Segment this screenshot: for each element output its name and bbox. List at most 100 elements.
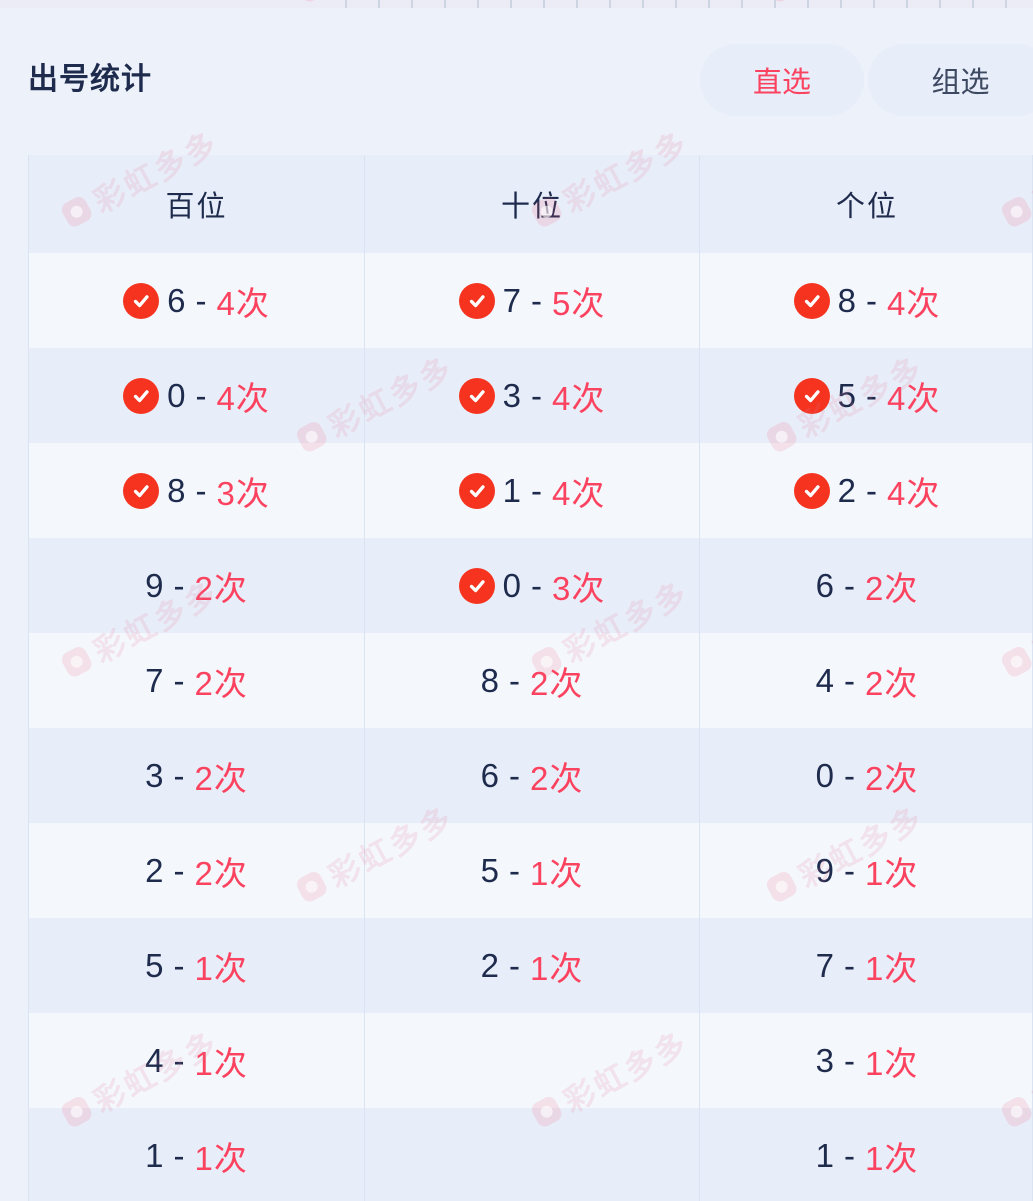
digit-value: 5	[837, 376, 856, 414]
separator: -	[844, 946, 855, 984]
stat-cell[interactable]: 1-1次	[699, 1108, 1033, 1201]
stat-cell[interactable]: 8-2次	[364, 633, 699, 728]
page-title: 出号统计	[28, 63, 152, 96]
column-header-0: 百位	[165, 191, 228, 223]
separator: -	[844, 756, 855, 794]
separator: -	[866, 376, 877, 414]
stat-cell[interactable]: 6-2次	[364, 728, 699, 823]
tab-direct-select[interactable]: 直选	[700, 44, 864, 116]
digit-value: 8	[167, 471, 186, 509]
checked-badge-icon	[458, 472, 495, 509]
table-row: 3-2次 6-2次 0-2次	[29, 728, 1032, 823]
stat-cell[interactable]: 3-2次	[29, 728, 364, 823]
top-edge-ticks	[345, 0, 1033, 8]
table-row: 1-1次 1-1次	[29, 1108, 1032, 1201]
table-row: 5-1次 2-1次 7-1次	[29, 918, 1032, 1013]
separator: -	[844, 1041, 855, 1079]
digit-value: 7	[815, 946, 834, 984]
stat-cell[interactable]: 2-2次	[29, 823, 364, 918]
tab-group-select[interactable]: 组选	[868, 44, 1033, 116]
stat-cell[interactable]: 7-5次	[364, 253, 699, 348]
count-value: 4次	[887, 474, 941, 512]
digit-value: 7	[502, 281, 521, 319]
digit-value: 3	[815, 1041, 834, 1079]
check-icon	[804, 294, 820, 307]
stat-cell[interactable]: 3-4次	[364, 348, 699, 443]
table-row: 0-4次 3-4次 5-4次	[29, 348, 1032, 443]
stat-cell[interactable]: 0-4次	[29, 348, 364, 443]
check-icon	[804, 389, 820, 402]
count-value: 5次	[552, 284, 606, 322]
digit-value: 1	[502, 471, 521, 509]
table-row: 6-4次 7-5次 8-4次	[29, 253, 1032, 348]
digit-value: 8	[837, 281, 856, 319]
separator: -	[866, 471, 877, 509]
separator: -	[173, 851, 185, 889]
stat-cell[interactable]: 7-2次	[29, 633, 364, 728]
stat-cell[interactable]: 5-1次	[364, 823, 699, 918]
stat-cell[interactable]: 0-2次	[699, 728, 1033, 823]
count-value: 2次	[530, 664, 584, 702]
check-icon	[469, 389, 485, 402]
checked-badge-icon	[458, 567, 495, 604]
count-value: 1次	[194, 949, 248, 987]
stat-cell[interactable]: 6-4次	[29, 253, 364, 348]
count-value: 4次	[552, 474, 606, 512]
separator: -	[866, 281, 877, 319]
separator: -	[844, 566, 855, 604]
stat-cell[interactable]: 6-2次	[699, 538, 1033, 633]
count-value: 4次	[216, 379, 270, 417]
count-value: 1次	[865, 1139, 919, 1177]
stat-cell[interactable]: 2-4次	[699, 443, 1033, 538]
stat-cell[interactable]: 1-1次	[29, 1108, 364, 1201]
table-row: 4-1次 3-1次	[29, 1013, 1032, 1108]
stat-cell[interactable]: 9-1次	[699, 823, 1033, 918]
digit-value: 7	[145, 661, 164, 699]
count-value: 1次	[194, 1044, 248, 1082]
stat-cell[interactable]: 0-3次	[364, 538, 699, 633]
checked-badge-icon	[793, 472, 830, 509]
count-value: 4次	[552, 379, 606, 417]
count-value: 1次	[865, 854, 919, 892]
stat-cell[interactable]: 8-3次	[29, 443, 364, 538]
table-row: 8-3次 1-4次 2-4次	[29, 443, 1032, 538]
count-value: 4次	[216, 284, 270, 322]
stat-cell[interactable]: 3-1次	[699, 1013, 1033, 1108]
stat-cell[interactable]: 2-1次	[364, 918, 699, 1013]
digit-value: 2	[145, 851, 164, 889]
stat-cell[interactable]: 1-4次	[364, 443, 699, 538]
separator: -	[509, 946, 520, 984]
separator: -	[195, 281, 207, 319]
digit-value: 2	[480, 946, 499, 984]
stat-cell[interactable]: 8-4次	[699, 253, 1033, 348]
check-icon	[469, 579, 485, 592]
digit-value: 4	[145, 1041, 164, 1079]
digit-value: 1	[145, 1136, 164, 1174]
digit-value: 0	[502, 566, 521, 604]
top-edge-strip	[0, 0, 1033, 8]
stat-cell[interactable]: 9-2次	[29, 538, 364, 633]
stat-cell[interactable]: 5-1次	[29, 918, 364, 1013]
separator: -	[509, 661, 520, 699]
digit-value: 9	[145, 566, 164, 604]
stats-table: 百位 十位 个位 6-4次 7-5次 8-4次 0-4次 3-4次 5-4次 8-3次 1-4次 2…	[28, 155, 1033, 1201]
stat-cell[interactable]: 7-1次	[699, 918, 1033, 1013]
stat-cell[interactable]: 5-4次	[699, 348, 1033, 443]
stat-cell[interactable]: 4-2次	[699, 633, 1033, 728]
count-value: 2次	[530, 759, 584, 797]
digit-value: 4	[815, 661, 834, 699]
checked-badge-icon	[793, 377, 830, 414]
count-value: 2次	[194, 664, 248, 702]
checked-badge-icon	[458, 282, 495, 319]
table-row: 9-2次 0-3次 6-2次	[29, 538, 1032, 633]
tab-direct-select-label: 直选	[752, 67, 811, 99]
checked-badge-icon	[123, 377, 160, 414]
count-value: 1次	[194, 1139, 248, 1177]
stat-cell[interactable]: 4-1次	[29, 1013, 364, 1108]
digit-value: 8	[480, 661, 499, 699]
tab-group-select-label: 组选	[931, 67, 990, 99]
count-value: 1次	[865, 949, 919, 987]
check-icon	[133, 294, 149, 307]
check-icon	[133, 484, 149, 497]
